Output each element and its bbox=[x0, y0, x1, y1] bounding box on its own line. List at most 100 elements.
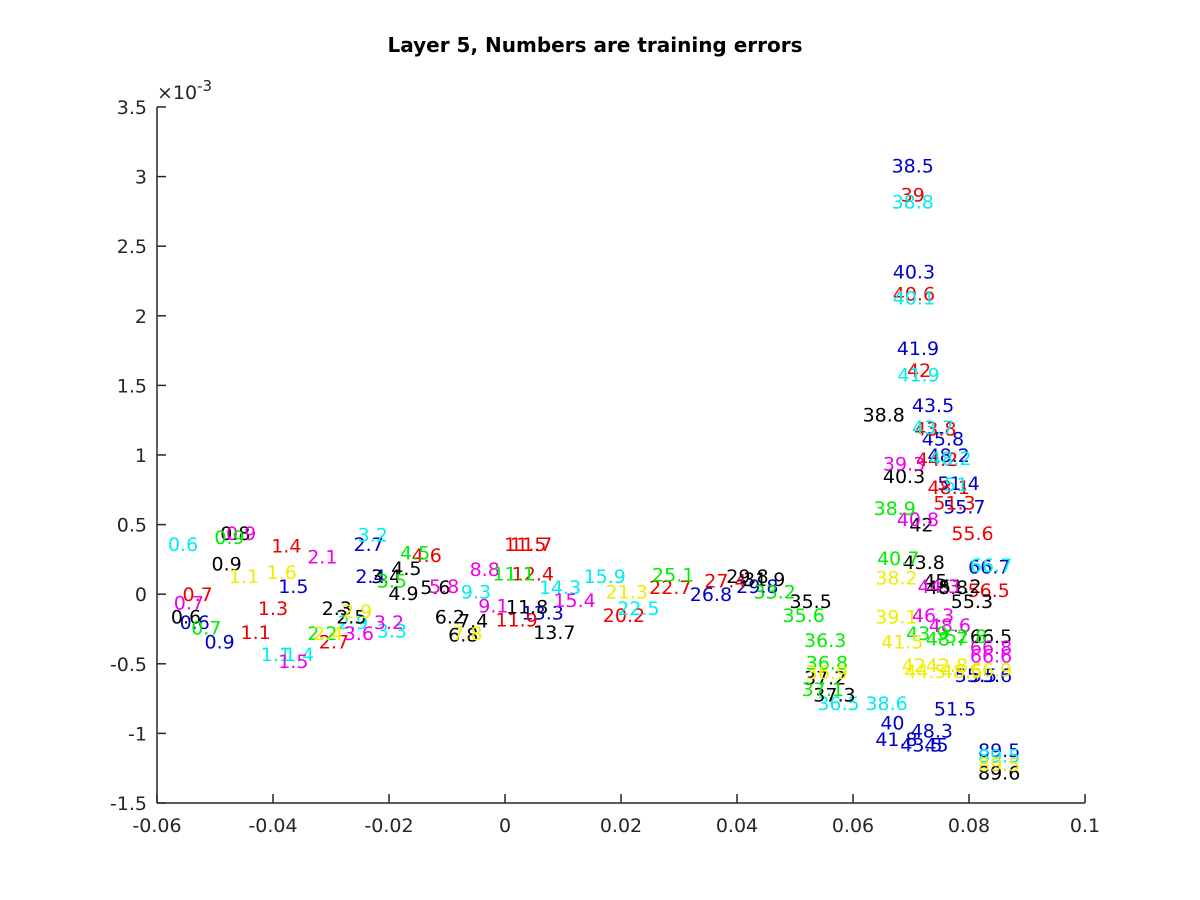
data-labels: 38.5 40.3 41.9 43.5 45.848.2 51.455.7 66.7 55.5… bbox=[168, 155, 1020, 784]
x-tick-label: -0.04 bbox=[248, 815, 297, 837]
data-point-label: 38.8 bbox=[892, 192, 934, 214]
data-point-label: 42 bbox=[909, 515, 933, 537]
data-point-label: 48.5 bbox=[941, 661, 983, 683]
data-point-label: 51 bbox=[944, 474, 968, 496]
data-point-label: 41.5 bbox=[881, 632, 923, 654]
data-point-label: 35.6 bbox=[783, 605, 825, 627]
data-point-label: 48.6 bbox=[929, 615, 971, 637]
data-point-label: 40.7 bbox=[877, 548, 919, 570]
data-point-label: 9.3 bbox=[461, 581, 491, 603]
data-point-label: 40.1 bbox=[893, 288, 935, 310]
data-point-label: 2.4 bbox=[355, 566, 385, 588]
data-point-label: 3.5 bbox=[377, 570, 407, 592]
data-point-label: 38.9 bbox=[874, 498, 916, 520]
data-point-label: 36.5 bbox=[817, 693, 859, 715]
data-point-label: 40 bbox=[880, 712, 904, 734]
data-point-label: 2.9 bbox=[338, 612, 368, 634]
data-point-label: 48.2 bbox=[928, 445, 970, 467]
data-point-label: 40.6 bbox=[893, 284, 935, 306]
data-point-label: 1.5 bbox=[278, 651, 308, 673]
data-point-label: 7.8 bbox=[452, 623, 482, 645]
data-point-label: 22.7 bbox=[649, 577, 691, 599]
data-point-label: 43.7 bbox=[912, 417, 954, 439]
data-point-label: 44.5 bbox=[904, 661, 946, 683]
x-tick-label: 0 bbox=[499, 815, 511, 837]
x-tick-label: 0.08 bbox=[948, 815, 990, 837]
y-tick-label: 0.5 bbox=[117, 515, 147, 537]
data-point-label: 2.5 bbox=[336, 606, 366, 628]
data-point-label: 11.1 bbox=[493, 563, 535, 585]
data-point-label: 66.8 bbox=[970, 637, 1012, 659]
data-point-label: 11.5 bbox=[504, 534, 546, 556]
x-tick-label: 0.04 bbox=[716, 815, 758, 837]
data-point-label: 15.4 bbox=[553, 590, 595, 612]
data-point-label: 45.8 bbox=[922, 428, 964, 450]
data-point-label: 22.5 bbox=[617, 598, 659, 620]
data-point-label: 1.1 bbox=[240, 622, 270, 644]
chart-title: Layer 5, Numbers are training errors bbox=[387, 33, 802, 57]
data-point-label: 0.6 bbox=[168, 534, 198, 556]
data-point-label: 0.9 bbox=[211, 554, 241, 576]
data-point-label: 12.4 bbox=[512, 563, 554, 585]
data-point-label: 4.5 bbox=[391, 558, 421, 580]
data-point-label: 6.8 bbox=[448, 625, 478, 647]
data-point-label: 5.8 bbox=[429, 576, 459, 598]
data-point-label: 43.5 bbox=[900, 735, 942, 757]
data-point-label: 29.8 bbox=[726, 566, 768, 588]
data-point-label: 37.3 bbox=[813, 684, 855, 706]
data-point-label: 43.8 bbox=[903, 552, 945, 574]
data-point-label: 29.8 bbox=[736, 576, 778, 598]
data-point-label: 36.9 bbox=[806, 662, 848, 684]
data-point-label: 38.6 bbox=[865, 693, 907, 715]
data-point-label: 51.5 bbox=[934, 698, 976, 720]
data-point-label: 0.9 bbox=[214, 527, 244, 549]
data-point-label: 89.5 bbox=[978, 746, 1020, 768]
y-tick-label: 1 bbox=[135, 445, 147, 467]
data-point-label: 1.3 bbox=[258, 598, 288, 620]
data-point-label: 66.7 bbox=[968, 556, 1010, 578]
data-point-label: 51.2 bbox=[939, 576, 981, 598]
data-point-label: 1.1 bbox=[229, 566, 259, 588]
x-tick-label: 0.1 bbox=[1070, 815, 1100, 837]
data-point-label: 36.8 bbox=[806, 652, 848, 674]
data-point-label: 0.9 bbox=[205, 632, 235, 654]
y-tick-label: 2.5 bbox=[117, 236, 147, 258]
data-point-label: 48.1 bbox=[928, 477, 970, 499]
data-point-label: 48.7 bbox=[926, 629, 968, 651]
y-tick-label: -0.5 bbox=[110, 654, 147, 676]
data-point-label: 39.1 bbox=[875, 606, 917, 628]
data-point-label: 13.7 bbox=[533, 622, 575, 644]
data-point-label: 0.6 bbox=[171, 606, 201, 628]
data-point-label: 40.8 bbox=[897, 509, 939, 531]
data-point-label: 51.4 bbox=[937, 473, 979, 495]
data-point-label: 55.7 bbox=[943, 497, 985, 519]
data-point-label: 41.9 bbox=[897, 338, 939, 360]
y-tick-label: -1.5 bbox=[110, 793, 147, 815]
data-point-label: 38.5 bbox=[892, 155, 934, 177]
data-point-label: 45 bbox=[924, 735, 948, 757]
data-point-label: 1.5 bbox=[278, 576, 308, 598]
data-point-label: 52.8 bbox=[945, 626, 987, 648]
x-tick-label: 0.06 bbox=[832, 815, 874, 837]
y-exponent-label: ×10-3 bbox=[157, 77, 212, 104]
data-point-label: 39 bbox=[901, 185, 925, 207]
data-point-label: 11.8 bbox=[506, 597, 548, 619]
data-point-label: 36.3 bbox=[804, 630, 846, 652]
data-point-label: 0.7 bbox=[182, 584, 212, 606]
data-point-label: 1.4 bbox=[284, 644, 314, 666]
data-point-label: 1.6 bbox=[267, 562, 297, 584]
data-point-label: 51.3 bbox=[933, 492, 975, 514]
data-point-label: 1.1 bbox=[261, 644, 291, 666]
y-tick-label: 0 bbox=[135, 584, 147, 606]
data-point-label: 89.5 bbox=[978, 740, 1020, 762]
data-point-label: 38.8 bbox=[863, 405, 905, 427]
data-point-label: 42 bbox=[902, 655, 926, 677]
data-point-label: 43.5 bbox=[912, 395, 954, 417]
data-point-label: 46.3 bbox=[912, 605, 954, 627]
data-point-label: 89.5 bbox=[978, 754, 1020, 776]
data-point-label: 25.1 bbox=[652, 565, 694, 587]
data-point-label: 55.3 bbox=[951, 591, 993, 613]
data-point-label: 0.9 bbox=[226, 523, 256, 545]
data-point-label: 2.4 bbox=[313, 623, 343, 645]
